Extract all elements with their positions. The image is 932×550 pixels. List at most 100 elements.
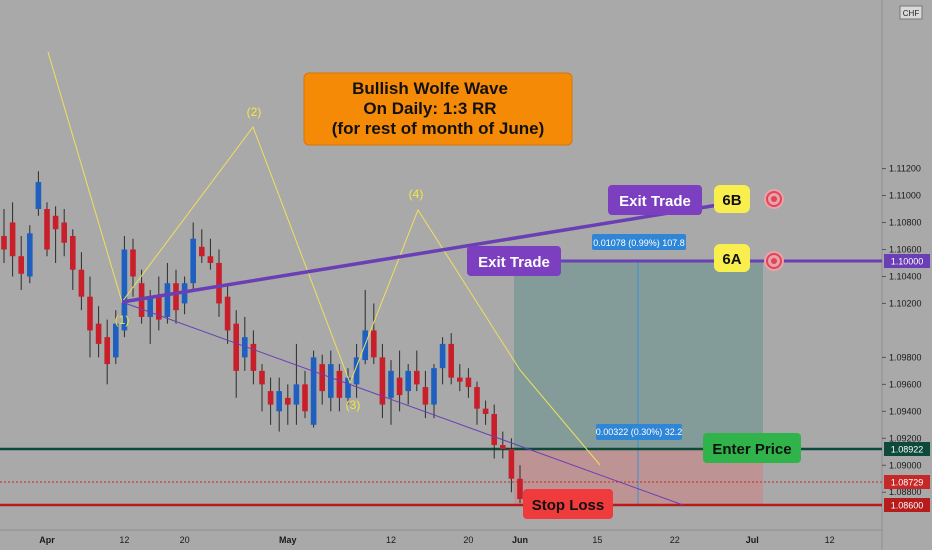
exit-trade-lower-label: Exit Trade (478, 254, 550, 271)
y-tick-label: 1.09800 (889, 352, 922, 362)
x-tick-label: 12 (119, 535, 129, 545)
exit-trade-upper-box: Exit Trade (608, 185, 702, 215)
y-tick-label: 1.09600 (889, 379, 922, 389)
candle-body (78, 269, 85, 297)
candle-body (371, 330, 377, 358)
x-tick-label: Jul (746, 535, 759, 545)
wave-label-4: (4) (409, 187, 424, 201)
price-tag-box (884, 475, 930, 489)
stop-loss-box: Stop Loss (523, 489, 613, 519)
candle-body (319, 364, 325, 392)
candle-body (465, 377, 472, 388)
candle-body (190, 238, 196, 284)
risk-measure-label: 0.00322 (0.30%) 32.2 (596, 427, 683, 437)
candle-body (250, 343, 257, 371)
badge-6a: 6A (714, 244, 750, 272)
title-box: Bullish Wolfe Wave On Daily: 1:3 RR (for… (303, 72, 573, 146)
candle-body (276, 391, 282, 412)
x-tick-label: Apr (39, 535, 55, 545)
y-tick-label: 1.10200 (889, 298, 922, 308)
candle-body (379, 357, 386, 405)
stop-loss-label: Stop Loss (532, 497, 605, 514)
time-axis-panel (0, 530, 882, 550)
candle-body (52, 215, 59, 230)
enter-price-label: Enter Price (712, 441, 791, 458)
x-tick-label: 15 (592, 535, 602, 545)
candle-body (431, 368, 437, 405)
currency-badge[interactable]: CHF (899, 5, 923, 20)
candle-body (508, 449, 515, 479)
candle-body (216, 262, 222, 304)
badge-6b-label: 6B (722, 192, 741, 209)
risk-measure-box: 0.00322 (0.30%) 32.2 (596, 424, 683, 440)
candle-body (156, 296, 162, 320)
price-axis-panel (882, 0, 932, 550)
x-tick-label: 20 (180, 535, 190, 545)
candle-body (27, 233, 33, 277)
price-tag-box (884, 442, 930, 456)
candle-body (233, 323, 239, 371)
title-line-1: Bullish Wolfe Wave (352, 79, 508, 98)
y-tick-label: 1.09000 (889, 460, 922, 470)
profit-measure-label: 0.01078 (0.99%) 107.8 (593, 238, 685, 248)
wave-label-1: (1) (115, 313, 130, 327)
exit-trade-upper-label: Exit Trade (619, 193, 691, 210)
candle-body (35, 182, 42, 210)
price-tag-box (884, 254, 930, 268)
title-line-3: (for rest of month of June) (332, 119, 544, 138)
price-tag-label: 1.10000 (891, 257, 924, 267)
candle-body (328, 364, 334, 398)
candle-body (121, 249, 128, 331)
price-tag-label: 1.08922 (891, 445, 924, 455)
candles (1, 171, 523, 504)
x-tick-label: May (279, 535, 297, 545)
candle-body (173, 283, 179, 311)
y-tick-label: 1.09400 (889, 406, 922, 416)
y-tick-label: 1.11000 (889, 191, 921, 201)
badge-6a-label: 6A (722, 251, 741, 268)
candle-body (87, 296, 93, 331)
price-tag-label: 1.08729 (891, 478, 924, 488)
candle-body (422, 387, 429, 405)
currency-badge-label: CHF (903, 9, 920, 18)
candle-body (207, 256, 214, 263)
wave-label-3: (3) (346, 398, 361, 412)
x-tick-label: 12 (386, 535, 396, 545)
candle-body (491, 414, 497, 446)
candle-body (500, 445, 506, 450)
y-tick-label: 1.10400 (889, 271, 922, 281)
price-tag-label: 1.08600 (891, 501, 924, 511)
candle-body (95, 323, 102, 344)
candle-body (302, 384, 308, 412)
candle-body (396, 377, 403, 396)
candle-body (18, 256, 24, 274)
y-tick-label: 1.09200 (889, 433, 922, 443)
profit-measure-box: 0.01078 (0.99%) 107.8 (592, 234, 686, 250)
candle-body (147, 296, 153, 317)
candle-body (224, 296, 231, 331)
candle-body (293, 384, 300, 405)
candle-body (44, 209, 50, 250)
candle-body (61, 222, 67, 243)
candle-body (336, 370, 343, 398)
y-axis-ticks: 1.11200 1.11000 1.10800 1.10600 1.10400 1.102… (882, 164, 922, 497)
candle-body (405, 370, 411, 392)
candle-body (482, 408, 489, 415)
candle-body (267, 391, 274, 405)
candle-body (457, 377, 463, 382)
wave-label-2: (2) (247, 105, 262, 119)
x-axis-ticks: Apr 12 20 May 12 20 Jun 15 22 Jul 12 (39, 535, 834, 545)
wave-1-4-trendline (121, 203, 719, 304)
wave-1-3-line (121, 301, 684, 506)
price-tag-box (884, 498, 930, 512)
candle-body (310, 357, 317, 425)
candle-body (474, 387, 480, 409)
x-tick-label: 20 (463, 535, 473, 545)
candle-body (388, 370, 394, 398)
y-tick-label: 1.08800 (889, 487, 922, 497)
x-tick-label: Jun (512, 535, 528, 545)
y-tick-label: 1.10600 (889, 244, 922, 254)
candle-body (113, 323, 119, 358)
